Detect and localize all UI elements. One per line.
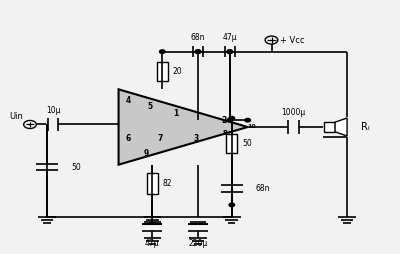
Text: 8: 8: [222, 130, 228, 136]
Circle shape: [229, 116, 234, 120]
Text: 68n: 68n: [191, 33, 205, 42]
Text: 10μ: 10μ: [46, 106, 60, 115]
Text: 6: 6: [126, 134, 131, 143]
Circle shape: [160, 50, 165, 53]
Circle shape: [245, 118, 250, 122]
Circle shape: [229, 203, 234, 207]
Text: + Vcc: + Vcc: [280, 36, 305, 45]
Text: 5: 5: [148, 102, 153, 112]
Bar: [324, 122, 335, 132]
Text: 1000μ: 1000μ: [281, 108, 306, 117]
Text: 4: 4: [126, 96, 131, 105]
Text: 1: 1: [174, 109, 179, 118]
Circle shape: [195, 50, 201, 53]
Circle shape: [227, 50, 232, 53]
Text: 220μ: 220μ: [188, 239, 208, 248]
Text: 50: 50: [71, 163, 81, 172]
Text: 47μ: 47μ: [145, 239, 160, 248]
Text: 20: 20: [172, 67, 182, 76]
Text: 82: 82: [163, 179, 172, 188]
Circle shape: [227, 118, 232, 122]
Bar: [147, 173, 158, 194]
Text: 50: 50: [242, 139, 252, 148]
Text: 9: 9: [144, 149, 149, 158]
Text: 10: 10: [247, 124, 256, 130]
Polygon shape: [118, 89, 248, 165]
Text: 2: 2: [221, 116, 226, 125]
Text: 68n: 68n: [255, 184, 270, 193]
Bar: [226, 134, 237, 153]
Text: 7: 7: [158, 134, 163, 143]
Circle shape: [227, 50, 232, 53]
Circle shape: [195, 50, 201, 53]
Text: Uin: Uin: [9, 113, 23, 121]
Bar: [157, 62, 168, 81]
Polygon shape: [335, 118, 347, 136]
Text: Rₗ: Rₗ: [361, 122, 370, 132]
Text: 3: 3: [194, 134, 199, 143]
Text: 47μ: 47μ: [222, 33, 237, 42]
